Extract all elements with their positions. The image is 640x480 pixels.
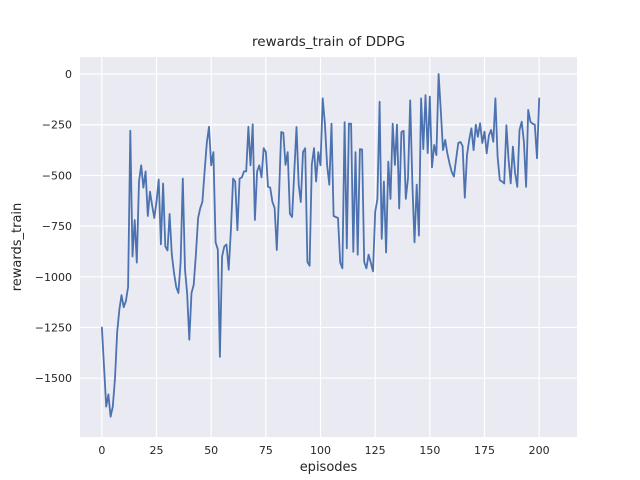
x-tick-label: 75 bbox=[259, 444, 273, 457]
x-tick-labels: 0 25 50 75 100 125 150 175 200 bbox=[98, 444, 549, 457]
y-tick-label: −1250 bbox=[35, 322, 72, 335]
y-tick-label: −500 bbox=[42, 169, 72, 182]
y-tick-label: −1000 bbox=[35, 271, 72, 284]
chart-title: rewards_train of DDPG bbox=[252, 34, 405, 50]
x-tick-label: 0 bbox=[98, 444, 105, 457]
x-tick-label: 175 bbox=[474, 444, 495, 457]
y-tick-label: −1500 bbox=[35, 372, 72, 385]
y-axis-label: rewards_train bbox=[10, 203, 25, 292]
y-tick-labels: 0 −250 −500 −750 −1000 −1250 −1500 bbox=[35, 68, 72, 385]
x-tick-label: 125 bbox=[365, 444, 386, 457]
plot-background bbox=[80, 57, 577, 437]
y-tick-label: −750 bbox=[42, 220, 72, 233]
x-tick-label: 200 bbox=[529, 444, 550, 457]
grid bbox=[80, 57, 577, 437]
x-axis-label: episodes bbox=[300, 460, 358, 475]
x-tick-label: 100 bbox=[310, 444, 331, 457]
x-tick-label: 50 bbox=[204, 444, 218, 457]
data-line bbox=[101, 73, 541, 418]
y-tick-label: −250 bbox=[42, 119, 72, 132]
x-tick-label: 150 bbox=[419, 444, 440, 457]
y-tick-label: 0 bbox=[65, 68, 72, 81]
x-tick-label: 25 bbox=[150, 444, 164, 457]
